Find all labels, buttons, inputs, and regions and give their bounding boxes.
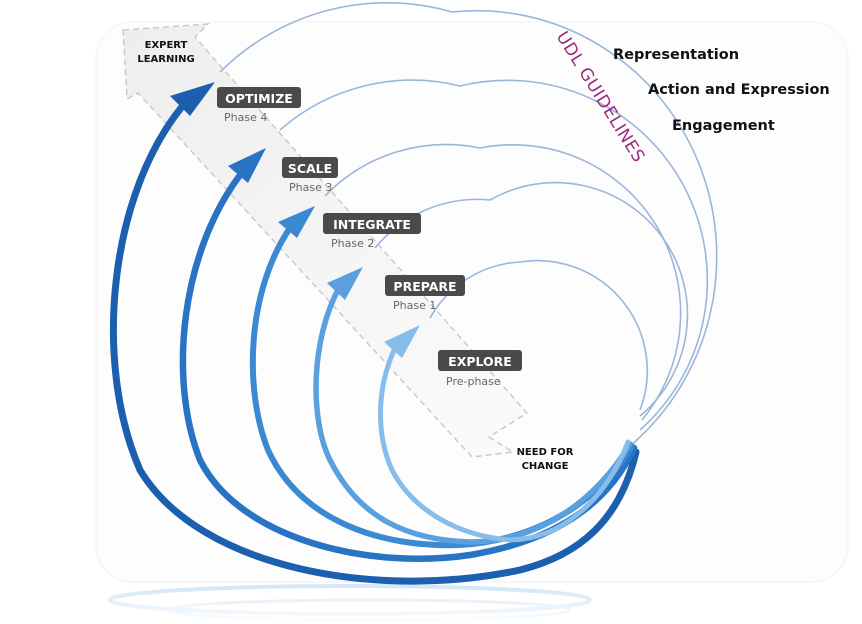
stage-badge: [438, 350, 522, 371]
curved-arrow-icon-prepare: [327, 267, 363, 300]
stage-name: EXPLORE: [448, 354, 512, 369]
stage-optimize: OPTIMIZE Phase 4: [217, 87, 301, 124]
stage-name: INTEGRATE: [333, 217, 411, 232]
stage-phase: Phase 1: [393, 299, 436, 312]
stage-phase: Phase 4: [224, 111, 267, 124]
stage-badge: [323, 213, 421, 234]
stage-badge: [385, 275, 465, 296]
arc-optimize: [109, 98, 640, 585]
guideline-action-expression: Action and Expression: [648, 82, 830, 98]
curved-arrow-icon-integrate: [278, 206, 315, 238]
guide-circle-3: [324, 143, 682, 421]
guide-circle-4: [374, 181, 689, 417]
expert-learning-label-line1: EXPERT: [145, 40, 188, 51]
arc-explore: [378, 339, 631, 543]
stage-name: PREPARE: [393, 279, 456, 294]
guideline-representation: Representation: [613, 47, 739, 63]
curved-arrow-icon-scale: [228, 148, 266, 183]
guide-circle-1: [219, 2, 718, 447]
guideline-engagement: Engagement: [672, 118, 775, 134]
curved-arrow-icon-explore: [384, 325, 420, 358]
stage-explore: EXPLORE Pre-phase: [438, 350, 522, 388]
guideline-circles: [219, 2, 718, 447]
stage-phase: Phase 2: [331, 237, 374, 250]
stage-badge: [217, 87, 301, 108]
reflection: [90, 584, 650, 624]
arc-prepare: [313, 283, 633, 545]
stage-phase: Pre-phase: [446, 375, 501, 388]
need-for-change-label-line1: NEED FOR: [517, 447, 574, 458]
curved-arrow-icon-optimize: [170, 82, 215, 116]
diagonal-arrow-band-icon: [122, 23, 529, 458]
stage-prepare: PREPARE Phase 1: [385, 275, 465, 312]
stage-name: SCALE: [288, 161, 332, 176]
stage-badge: [282, 157, 338, 178]
expert-learning-label-line2: LEARNING: [137, 54, 194, 65]
need-for-change-label-line2: CHANGE: [522, 461, 569, 472]
guide-circle-5: [429, 259, 649, 411]
stage-phase: Phase 3: [289, 181, 332, 194]
stage-integrate: INTEGRATE Phase 2: [323, 213, 421, 250]
stage-scale: SCALE Phase 3: [282, 157, 338, 194]
spiral-arcs: [109, 82, 640, 585]
guide-circle-2: [279, 79, 709, 431]
stage-name: OPTIMIZE: [225, 91, 293, 106]
